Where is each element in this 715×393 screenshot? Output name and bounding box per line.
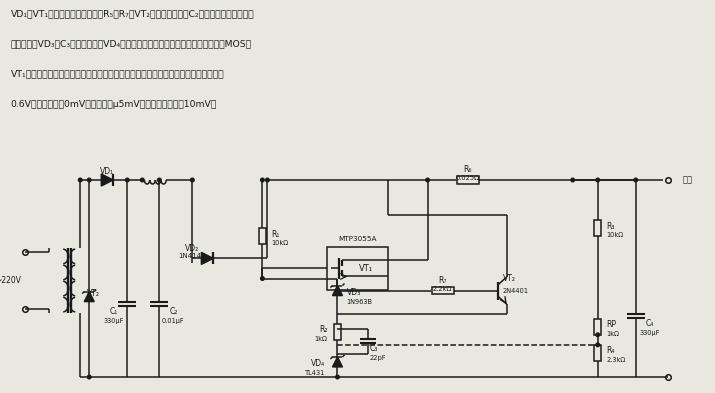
Bar: [432, 287, 453, 294]
Text: 输出: 输出: [683, 176, 693, 184]
Text: 22pF: 22pF: [370, 355, 386, 361]
Polygon shape: [332, 357, 342, 367]
Text: R₄: R₄: [607, 346, 615, 355]
Text: VT₁: VT₁: [358, 264, 373, 273]
Circle shape: [140, 178, 144, 182]
Text: 0.6V，负载调整獱0mV，调压线性µ5mV，输出纹波峰峰倶10mV。: 0.6V，负载调整獱0mV，调压线性µ5mV，输出纹波峰峰倶10mV。: [11, 99, 217, 108]
Circle shape: [157, 178, 161, 182]
Text: R₇: R₇: [438, 276, 447, 285]
Text: 1N963B: 1N963B: [347, 299, 373, 305]
Circle shape: [596, 343, 600, 347]
Bar: [334, 324, 341, 340]
Text: VD₁为VT₁的栋极提供过压保护，R₅，R₇和VT₂提供过流保护，C₂为保证闭环稳定性提供: VD₁为VT₁的栋极提供过压保护，R₅，R₇和VT₂提供过流保护，C₂为保证闭环…: [11, 9, 255, 18]
Circle shape: [571, 178, 575, 182]
Text: TL431: TL431: [305, 370, 325, 376]
Polygon shape: [202, 252, 213, 264]
Circle shape: [265, 178, 270, 182]
Text: 2.2kΩ: 2.2kΩ: [433, 286, 453, 292]
Circle shape: [634, 178, 638, 182]
Text: 1kΩ: 1kΩ: [315, 336, 327, 342]
Text: 330μF: 330μF: [640, 330, 660, 336]
Text: C₁: C₁: [109, 307, 117, 316]
Bar: [594, 319, 601, 335]
Text: VD₂: VD₂: [185, 244, 199, 253]
Bar: [457, 176, 478, 184]
Circle shape: [87, 178, 91, 182]
Circle shape: [125, 178, 129, 182]
Circle shape: [190, 178, 194, 182]
Polygon shape: [332, 286, 342, 296]
Text: VT₂: VT₂: [503, 274, 516, 283]
Text: 10kΩ: 10kΩ: [607, 232, 624, 238]
Bar: [594, 220, 601, 236]
Text: VT₁应选用在低工作电压时具有很小导通电阔的器件。电路主要性能指标：调整管压降: VT₁应选用在低工作电压时具有很小导通电阔的器件。电路主要性能指标：调整管压降: [11, 70, 225, 79]
Circle shape: [79, 178, 82, 182]
Text: 2N4401: 2N4401: [503, 288, 528, 294]
Circle shape: [596, 178, 600, 182]
Text: 2.3kΩ: 2.3kΩ: [607, 357, 626, 363]
Polygon shape: [102, 174, 113, 186]
Text: VD₃: VD₃: [347, 288, 361, 297]
Circle shape: [87, 375, 91, 379]
Circle shape: [260, 178, 265, 182]
Text: 1N4148: 1N4148: [179, 253, 206, 259]
Text: ~220V: ~220V: [0, 276, 21, 285]
Text: MTP3055A: MTP3055A: [338, 236, 377, 242]
Text: VT₂: VT₂: [87, 289, 100, 298]
Text: VD₄: VD₄: [311, 360, 325, 369]
Text: 10kΩ: 10kΩ: [272, 241, 289, 246]
Circle shape: [596, 333, 600, 336]
Text: 1kΩ: 1kΩ: [607, 331, 620, 337]
Text: R₁: R₁: [272, 230, 280, 239]
Text: C₂: C₂: [169, 307, 177, 316]
Text: RP: RP: [607, 320, 617, 329]
Text: 0.01μF: 0.01μF: [162, 318, 184, 324]
Circle shape: [425, 178, 430, 182]
Text: VD₁: VD₁: [100, 167, 114, 176]
Circle shape: [260, 277, 265, 280]
Text: C₄: C₄: [646, 319, 654, 328]
Text: 330μF: 330μF: [103, 318, 124, 324]
Bar: [594, 345, 601, 361]
Circle shape: [335, 375, 340, 379]
Circle shape: [335, 289, 340, 292]
Bar: [327, 247, 388, 290]
Text: 频率补偿，VD₃，C₃为基准电压源VD₄提供偏置电压。为得到最佳电路性能，功率MOS管: 频率补偿，VD₃，C₃为基准电压源VD₄提供偏置电压。为得到最佳电路性能，功率M…: [11, 39, 252, 48]
Text: R₂: R₂: [319, 325, 327, 334]
Text: R₆: R₆: [463, 165, 472, 174]
Text: R₃: R₃: [607, 222, 615, 231]
Polygon shape: [84, 292, 94, 301]
Text: C₃: C₃: [370, 344, 378, 353]
Bar: [259, 228, 266, 244]
Text: 0.025Ω: 0.025Ω: [455, 175, 480, 181]
